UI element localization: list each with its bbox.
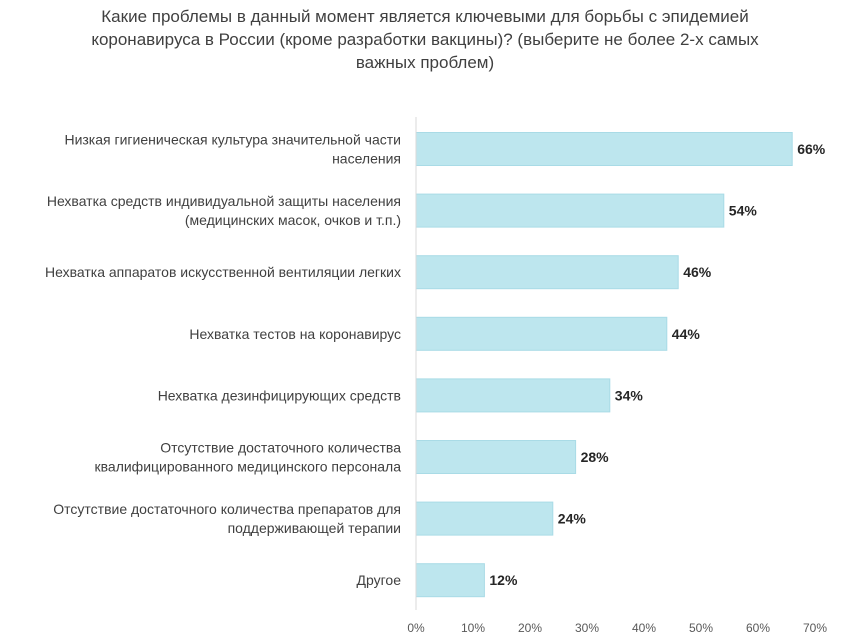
- category-label: Нехватка дезинфицирующих средств: [158, 387, 401, 403]
- category-label: квалифицированного медицинского персонал…: [95, 459, 402, 475]
- x-tick-label: 10%: [461, 621, 485, 635]
- data-label: 44%: [672, 326, 701, 342]
- category-label: Другое: [357, 572, 402, 588]
- bar: [415, 501, 554, 536]
- x-tick-label: 30%: [575, 621, 599, 635]
- bar: [415, 132, 793, 166]
- x-tick-label: 20%: [518, 621, 542, 635]
- data-label: 66%: [797, 141, 826, 157]
- data-label: 12%: [489, 572, 518, 588]
- x-tick-label: 0%: [407, 621, 425, 635]
- bar: [415, 193, 725, 228]
- data-label: 34%: [615, 387, 644, 403]
- bar: [415, 255, 679, 290]
- data-label: 46%: [683, 264, 712, 280]
- category-label: Отсутствие достаточного количества: [160, 440, 401, 456]
- category-label: (медицинских масок, очков и т.п.): [185, 212, 401, 228]
- chart-title: Какие проблемы в данный момент является …: [91, 7, 759, 72]
- category-label: Нехватка средств индивидуальной защиты н…: [47, 193, 401, 209]
- data-label: 28%: [581, 449, 610, 465]
- category-label: населения: [332, 151, 401, 167]
- bar: [415, 316, 668, 351]
- bar: [415, 563, 485, 598]
- data-label: 24%: [558, 511, 587, 527]
- bar: [415, 378, 611, 413]
- category-label: Нехватка тестов на коронавирус: [189, 326, 401, 342]
- x-tick-label: 60%: [746, 621, 770, 635]
- category-label: Нехватка аппаратов искусственной вентиля…: [45, 264, 401, 280]
- bar: [415, 440, 577, 474]
- x-tick-label: 40%: [632, 621, 656, 635]
- x-tick-label: 70%: [803, 621, 827, 635]
- category-label: поддерживающей терапии: [228, 520, 401, 536]
- x-tick-label: 50%: [689, 621, 713, 635]
- category-label: Отсутствие достаточного количества препа…: [53, 501, 401, 517]
- data-label: 54%: [729, 203, 758, 219]
- category-label: Низкая гигиеническая культура значительн…: [64, 132, 401, 148]
